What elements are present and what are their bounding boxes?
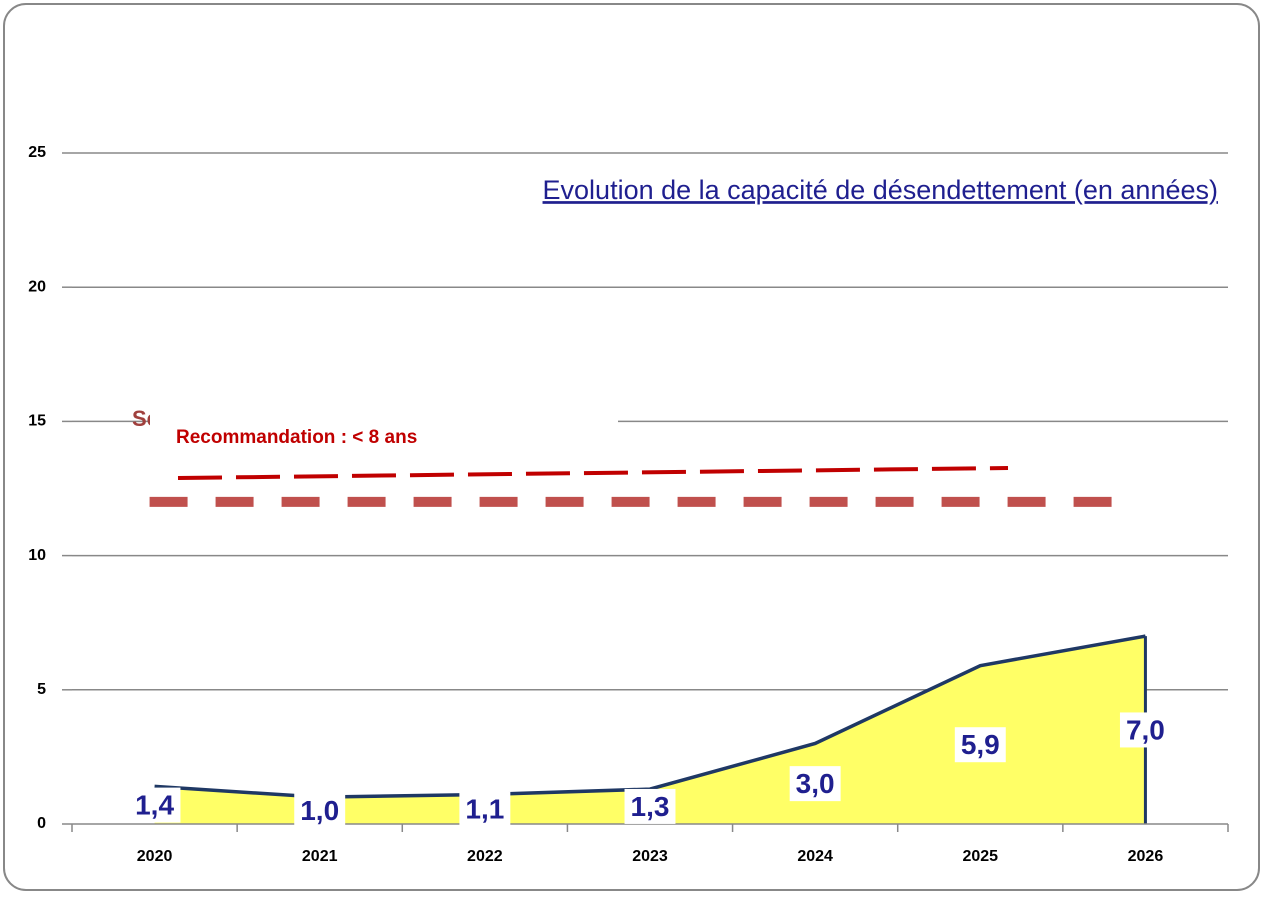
data-label: 5,9 xyxy=(961,729,1000,760)
recommendation-line xyxy=(177,466,1009,480)
data-label-bg xyxy=(129,787,181,823)
x-tick-label: 2022 xyxy=(467,848,503,865)
y-tick-label: 0 xyxy=(37,815,46,832)
x-tick-label: 2026 xyxy=(1128,848,1164,865)
data-label-group: 5,9 xyxy=(954,727,1006,763)
x-tick-label: 2025 xyxy=(962,848,998,865)
data-label-group: 7,0 xyxy=(1119,712,1171,748)
data-label-bg xyxy=(954,727,1006,763)
x-tick-label: 2023 xyxy=(632,848,668,865)
data-label-bg xyxy=(789,766,841,802)
x-tick-label: 2024 xyxy=(797,848,833,865)
y-tick-label: 15 xyxy=(28,413,46,430)
y-tick-label: 25 xyxy=(28,144,46,161)
data-label-bg xyxy=(294,792,346,828)
frame xyxy=(3,3,1260,891)
area xyxy=(154,636,1146,824)
x-tick-label: 2020 xyxy=(137,848,173,865)
data-label: 3,0 xyxy=(796,768,835,799)
data-label: 1,1 xyxy=(465,794,504,825)
data-label-group: 1,3 xyxy=(624,788,676,824)
data-label-group: 1,4 xyxy=(129,787,181,823)
y-tick-label: 20 xyxy=(28,278,46,295)
data-label-bg xyxy=(1119,712,1171,748)
data-label-group: 1,1 xyxy=(459,791,511,827)
chart-title: Evolution de la capacité de désendetteme… xyxy=(543,175,1218,205)
y-tick-label: 5 xyxy=(37,681,46,698)
data-label: 7,0 xyxy=(1126,714,1165,745)
data-label: 1,3 xyxy=(631,791,670,822)
x-tick-label: 2021 xyxy=(302,848,338,865)
data-label: 1,4 xyxy=(135,790,174,821)
y-tick-label: 10 xyxy=(28,547,46,564)
annotation: Recommandation : < 8 ans xyxy=(176,427,417,448)
data-label-group: 1,0 xyxy=(294,792,346,828)
annotation-box xyxy=(150,398,618,468)
data-label: 1,0 xyxy=(300,795,339,826)
data-label-group: 3,0 xyxy=(789,766,841,802)
data-label-bg xyxy=(459,791,511,827)
data-label-bg xyxy=(624,788,676,824)
